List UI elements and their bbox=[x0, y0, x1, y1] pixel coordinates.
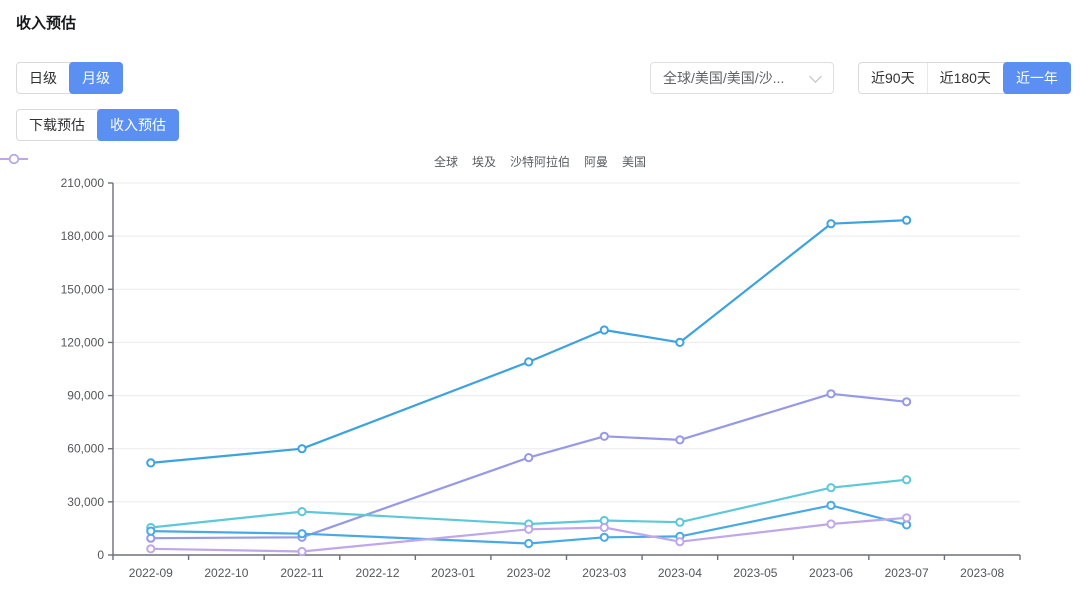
data-point-阿曼[interactable] bbox=[297, 529, 307, 539]
data-point-美国[interactable] bbox=[599, 522, 609, 533]
chart-svg: 0 30,000 60,000 90,000 120,000 150,000 180,000… bbox=[61, 176, 1021, 580]
data-point-美国[interactable] bbox=[826, 519, 836, 529]
x-axis-label: 2023-03 bbox=[582, 566, 626, 580]
region-select[interactable]: 全球/美国/美国/沙... bbox=[650, 62, 834, 94]
y-axis-label: 210,000 bbox=[61, 176, 105, 190]
legend-label: 美国 bbox=[622, 155, 647, 169]
time-range-180d-button[interactable]: 近180天 bbox=[926, 63, 1003, 93]
time-range-90d-button[interactable]: 近90天 bbox=[859, 63, 927, 93]
legend-marker-icon bbox=[0, 154, 28, 164]
y-axis-label: 0 bbox=[97, 548, 104, 562]
x-axis-label: 2023-02 bbox=[507, 566, 551, 580]
data-point-全球[interactable] bbox=[297, 444, 307, 454]
data-point-美国[interactable] bbox=[297, 546, 307, 557]
y-axis-label: 90,000 bbox=[67, 389, 104, 403]
x-axis-label: 2023-08 bbox=[960, 566, 1004, 580]
x-axis-label: 2023-04 bbox=[658, 566, 702, 580]
y-axis-label: 120,000 bbox=[61, 335, 105, 349]
data-point-沙特阿拉伯[interactable] bbox=[902, 475, 912, 485]
x-axis-label: 2023-01 bbox=[431, 566, 475, 580]
data-point-埃及[interactable] bbox=[524, 453, 534, 463]
x-axis-label: 2023-06 bbox=[809, 566, 853, 580]
legend-label: 埃及 bbox=[471, 155, 496, 169]
tab-revenue-estimate[interactable]: 收入预估 bbox=[97, 109, 179, 141]
legend-label: 沙特阿拉伯 bbox=[509, 155, 570, 169]
x-axis-label: 2022-10 bbox=[204, 566, 248, 580]
x-axis-label: 2022-12 bbox=[356, 566, 400, 580]
y-axis-label: 180,000 bbox=[61, 229, 105, 243]
data-point-埃及[interactable] bbox=[902, 397, 912, 407]
granularity-toggle: 日级 月级 bbox=[16, 62, 123, 94]
x-axis-label: 2022-09 bbox=[129, 566, 173, 580]
x-axis-label: 2023-07 bbox=[885, 566, 929, 580]
legend-item-美国[interactable]: 美国 bbox=[0, 153, 647, 170]
region-select-value: 全球/美国/美国/沙... bbox=[663, 70, 785, 86]
data-point-全球[interactable] bbox=[599, 325, 609, 335]
chevron-down-icon bbox=[809, 70, 822, 83]
series-line-全球 bbox=[149, 219, 908, 464]
revenue-line-chart: 全球 埃及 沙特阿拉伯 阿曼 美国 0 30,000 60,000 90,000 120,000… bbox=[0, 145, 1080, 606]
data-point-美国[interactable] bbox=[146, 544, 156, 554]
metric-tabs: 下载预估 收入预估 bbox=[16, 109, 179, 141]
y-axis-label: 150,000 bbox=[61, 282, 105, 296]
data-point-全球[interactable] bbox=[902, 215, 912, 225]
data-point-全球[interactable] bbox=[675, 337, 685, 347]
tab-download-estimate[interactable]: 下载预估 bbox=[17, 110, 97, 140]
time-range-1y-button[interactable]: 近一年 bbox=[1002, 62, 1071, 94]
x-axis-label: 2022-11 bbox=[280, 566, 323, 580]
data-point-埃及[interactable] bbox=[675, 435, 685, 445]
data-point-沙特阿拉伯[interactable] bbox=[675, 517, 685, 527]
data-point-全球[interactable] bbox=[826, 219, 836, 229]
data-point-美国[interactable] bbox=[675, 537, 685, 547]
data-point-美国[interactable] bbox=[524, 524, 534, 534]
y-axis-label: 30,000 bbox=[67, 495, 104, 509]
y-axis-label: 60,000 bbox=[67, 442, 104, 456]
data-point-美国[interactable] bbox=[902, 513, 912, 523]
x-axis-label: 2023-05 bbox=[733, 566, 777, 580]
data-point-沙特阿拉伯[interactable] bbox=[826, 483, 836, 493]
data-point-阿曼[interactable] bbox=[599, 532, 609, 542]
legend-label: 阿曼 bbox=[584, 155, 609, 169]
page-title: 收入预估 bbox=[16, 15, 77, 32]
data-point-全球[interactable] bbox=[524, 357, 534, 367]
data-point-全球[interactable] bbox=[146, 458, 156, 468]
time-range-toggle: 近90天 近180天 近一年 bbox=[858, 62, 1071, 94]
data-point-埃及[interactable] bbox=[826, 389, 836, 399]
legend-label: 全球 bbox=[433, 155, 458, 169]
data-point-阿曼[interactable] bbox=[524, 538, 534, 549]
granularity-daily-button[interactable]: 日级 bbox=[17, 63, 69, 93]
data-point-阿曼[interactable] bbox=[146, 526, 156, 536]
granularity-monthly-button[interactable]: 月级 bbox=[69, 62, 123, 94]
chart-legend: 全球 埃及 沙特阿拉伯 阿曼 美国 bbox=[0, 153, 1080, 170]
data-point-阿曼[interactable] bbox=[826, 500, 836, 510]
data-point-埃及[interactable] bbox=[599, 431, 609, 441]
data-point-沙特阿拉伯[interactable] bbox=[297, 507, 307, 517]
